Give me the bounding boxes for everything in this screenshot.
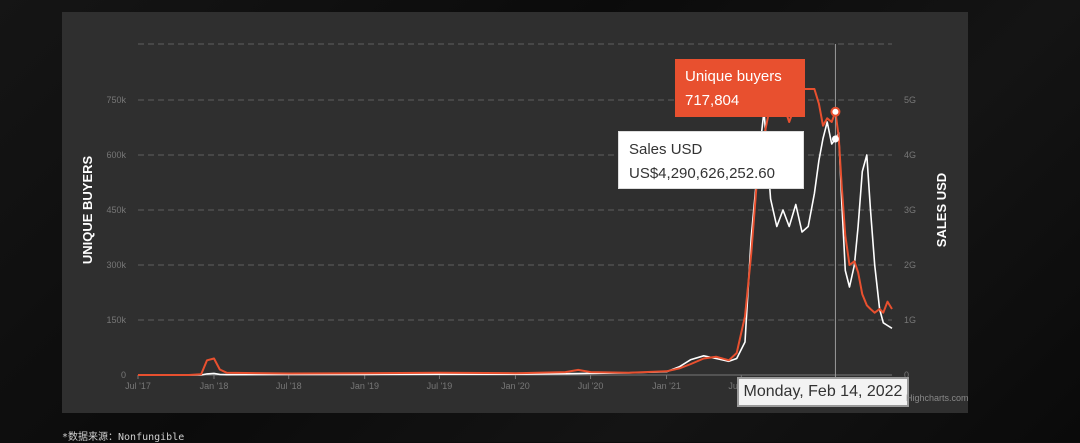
left-tick-label: 150k — [106, 315, 126, 325]
right-tick-label: 2G — [904, 260, 916, 270]
x-tick-label: Jul '20 — [578, 381, 604, 391]
right-axis-ticks: 0 1G 2G 3G 4G 5G — [904, 95, 916, 380]
x-tick-label: Jan '21 — [652, 381, 681, 391]
x-tick-label: Jan '18 — [200, 381, 229, 391]
right-tick-label: 3G — [904, 205, 916, 215]
data-source-footnote: *数据来源：Nonfungible — [62, 432, 185, 443]
date-tooltip: Monday, Feb 14, 2022 — [737, 377, 909, 407]
left-tick-label: 750k — [106, 95, 126, 105]
left-tick-label: 600k — [106, 150, 126, 160]
chart-panel — [62, 12, 968, 413]
tooltip-buyers-value: 717,804 — [685, 92, 740, 109]
sales-usd-hover-marker — [831, 135, 839, 143]
chart-credits[interactable]: Highcharts.com — [906, 393, 969, 403]
left-axis-ticks: 0 150k 300k 450k 600k 750k — [106, 95, 126, 380]
tooltip-buyers-label: Unique buyers — [685, 68, 782, 85]
hover-markers — [830, 106, 841, 143]
x-tick-label: Jan '19 — [350, 381, 379, 391]
x-tick-label: Jul '19 — [427, 381, 453, 391]
left-tick-label: 0 — [121, 370, 126, 380]
right-tick-label: 4G — [904, 150, 916, 160]
left-tick-label: 450k — [106, 205, 126, 215]
right-axis-title: SALES USD — [934, 173, 949, 247]
unique-buyers-tooltip: Unique buyers 717,804 — [675, 59, 805, 117]
unique-buyers-hover-marker — [830, 106, 841, 117]
right-tick-label: 0 — [904, 370, 909, 380]
left-axis-title: UNIQUE BUYERS — [80, 156, 95, 265]
x-tick-label: Jul '17 — [125, 381, 151, 391]
x-tick-label: Jul '18 — [276, 381, 302, 391]
tooltip-sales-label: Sales USD — [629, 141, 703, 158]
sales-usd-tooltip: Sales USD US$4,290,626,252.60 — [618, 131, 804, 189]
right-tick-label: 1G — [904, 315, 916, 325]
x-tick-label: Jan '20 — [501, 381, 530, 391]
x-axis-ticks: Jul '17 Jan '18 Jul '18 Jan '19 Jul '19 Jan '… — [125, 375, 754, 391]
left-tick-label: 300k — [106, 260, 126, 270]
sales-usd-line[interactable] — [138, 110, 893, 376]
right-tick-label: 5G — [904, 95, 916, 105]
tooltip-sales-value: US$4,290,626,252.60 — [629, 165, 775, 182]
